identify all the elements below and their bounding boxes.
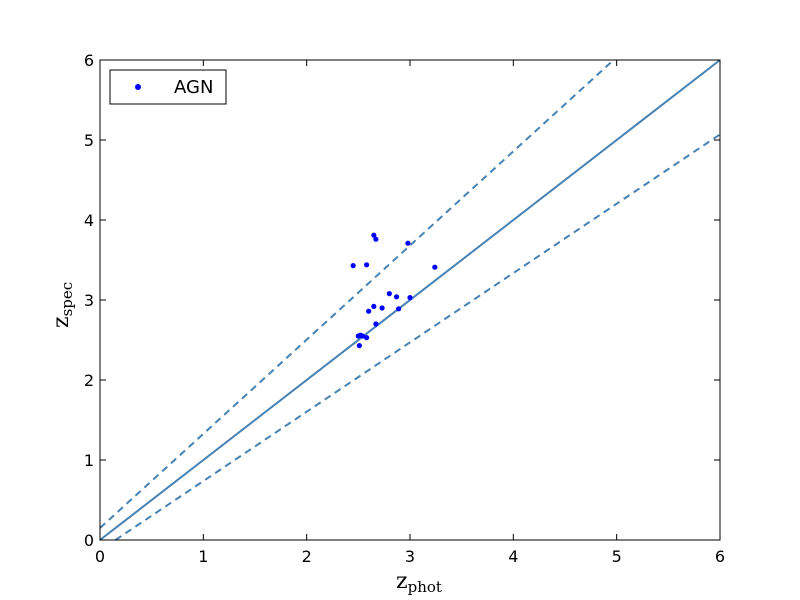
y-tick-label-4: 4 [84,211,94,230]
legend-label-agn: AGN [174,77,213,98]
axis-ticks: 0 1 2 3 4 5 6 0 1 2 3 4 5 6 [84,51,725,566]
data-point-agn-0 [350,263,356,269]
data-point-agn-10 [379,305,385,311]
data-point-agn-16 [359,333,366,339]
data-points [350,232,438,349]
data-point-agn-5 [432,264,438,270]
data-point-agn-12 [366,308,372,314]
x-tick-label-3: 3 [405,547,415,566]
x-tick-label-6: 6 [715,547,725,566]
dashed-bound-line-2 [114,133,721,541]
data-point-agn-18 [356,343,362,349]
data-point-agn-17 [364,335,370,341]
data-point-agn-13 [373,321,379,327]
y-tick-label-2: 2 [84,371,94,390]
x-tick-label-1: 1 [198,547,208,566]
x-tick-label-0: 0 [95,547,105,566]
x-tick-label-5: 5 [612,547,622,566]
data-point-agn-6 [386,291,392,297]
y-tick-label-3: 3 [84,291,94,310]
x-tick-label-4: 4 [508,547,518,566]
data-point-agn-4 [405,240,411,246]
data-point-agn-9 [371,303,377,309]
legend-box [109,69,227,105]
y-tick-label-6: 6 [84,51,94,70]
data-point-agn-3 [373,236,379,242]
y-tick-label-0: 0 [84,531,94,550]
data-point-agn-8 [407,295,413,301]
y-tick-label-5: 5 [84,131,94,150]
legend: AGN [109,69,227,105]
x-axis-label: zphot [396,569,442,596]
data-point-agn-7 [393,294,400,300]
legend-marker [135,84,141,90]
data-point-agn-1 [364,262,370,268]
data-point-agn-2 [371,232,377,238]
x-tick-label-2: 2 [302,547,312,566]
data-point-agn-11 [396,306,402,312]
y-axis-label: zspec [49,282,76,328]
y-tick-label-1: 1 [84,451,94,470]
dashed-bound-line-1 [99,59,615,529]
